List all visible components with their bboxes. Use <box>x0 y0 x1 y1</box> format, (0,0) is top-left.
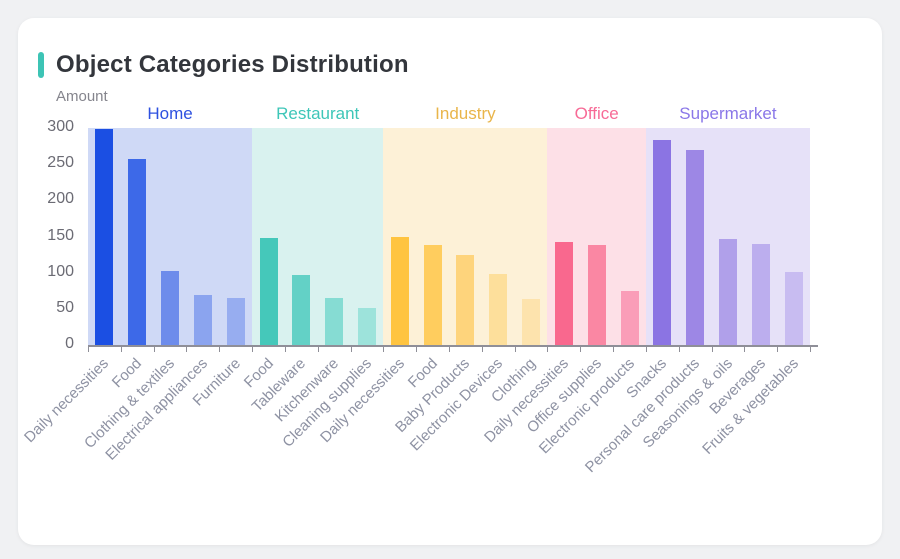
x-axis-tick-mark <box>514 346 516 352</box>
y-axis-tick-label: 50 <box>56 298 74 316</box>
x-axis-tick-mark <box>153 346 155 352</box>
y-axis-tick-label: 0 <box>65 335 74 352</box>
x-axis-tick-mark <box>120 346 122 352</box>
x-axis-tick-mark <box>481 346 483 352</box>
bar-cleaning-supplies[interactable] <box>357 308 376 345</box>
bar-furniture[interactable] <box>226 297 245 345</box>
y-axis-tick-label: 250 <box>47 154 74 172</box>
group-label-industry: Industry <box>435 104 496 123</box>
bar-daily-necessities[interactable] <box>95 129 114 345</box>
y-axis-tick-label: 100 <box>47 262 74 280</box>
bar-electronic-devices[interactable] <box>489 274 508 345</box>
x-axis-tick-mark <box>449 346 450 352</box>
bar-personal-care-products[interactable] <box>686 149 705 345</box>
bar-fruits-vegetables[interactable] <box>784 271 803 345</box>
card-header: Object Categories Distribution <box>38 51 409 79</box>
bar-beverages[interactable] <box>751 243 770 345</box>
bar-electrical-appliances[interactable] <box>193 295 212 345</box>
x-axis-tick-mark <box>284 346 286 352</box>
bar-tableware[interactable] <box>292 274 311 345</box>
bar-seasonings-oils[interactable] <box>718 238 737 345</box>
x-axis-tick-mark <box>350 346 352 352</box>
bar-electronic-products[interactable] <box>620 290 639 345</box>
page-title: Object Categories Distribution <box>56 51 409 78</box>
x-axis-tick-mark <box>186 346 188 352</box>
x-axis-tick-mark <box>613 346 615 352</box>
bar-daily-necessities[interactable] <box>554 242 573 345</box>
y-axis-tick-label: 300 <box>47 118 74 135</box>
x-axis-tick-mark <box>383 346 385 352</box>
title-accent-bar <box>38 52 44 78</box>
x-axis-tick-mark <box>252 346 254 352</box>
x-axis-tick-mark <box>547 346 549 352</box>
x-axis-tick-mark <box>744 346 746 352</box>
bar-food[interactable] <box>128 159 147 345</box>
group-label-home: Home <box>147 104 193 123</box>
x-axis-tick-mark <box>678 346 680 352</box>
y-axis-title: Amount <box>56 88 108 105</box>
bar-clothing[interactable] <box>522 298 541 345</box>
x-axis-tick-mark <box>580 346 582 352</box>
x-axis-tick-mark <box>777 346 779 352</box>
group-label-restaurant: Restaurant <box>276 104 360 123</box>
group-label-office: Office <box>574 104 619 123</box>
x-axis-tick-mark <box>416 346 418 352</box>
x-axis-line <box>88 345 818 347</box>
x-axis-tick-mark <box>711 346 713 352</box>
bar-kitchenware[interactable] <box>325 297 344 345</box>
bar-food[interactable] <box>259 237 278 345</box>
x-axis-tick-mark <box>645 346 647 352</box>
bar-daily-necessities[interactable] <box>390 236 409 345</box>
bar-snacks[interactable] <box>653 140 672 345</box>
x-axis-tick-mark <box>88 346 89 352</box>
bar-chart: 0 50 100 150 200 250 300 Home Daily necessities F… <box>18 18 882 545</box>
x-axis-tick-mark <box>219 346 221 352</box>
bar-food[interactable] <box>423 245 442 345</box>
x-axis-tick-mark <box>810 346 811 352</box>
bar-clothing-textiles[interactable] <box>161 271 180 345</box>
y-axis-tick-label: 150 <box>47 226 74 244</box>
x-axis-tick-mark <box>317 346 319 352</box>
chart-card: Object Categories Distribution Amount 0 5… <box>18 18 882 545</box>
bar-office-supplies[interactable] <box>587 245 606 345</box>
bar-baby-products[interactable] <box>456 254 475 345</box>
y-axis-tick-label: 200 <box>47 190 74 208</box>
group-label-supermarket: Supermarket <box>679 104 777 123</box>
